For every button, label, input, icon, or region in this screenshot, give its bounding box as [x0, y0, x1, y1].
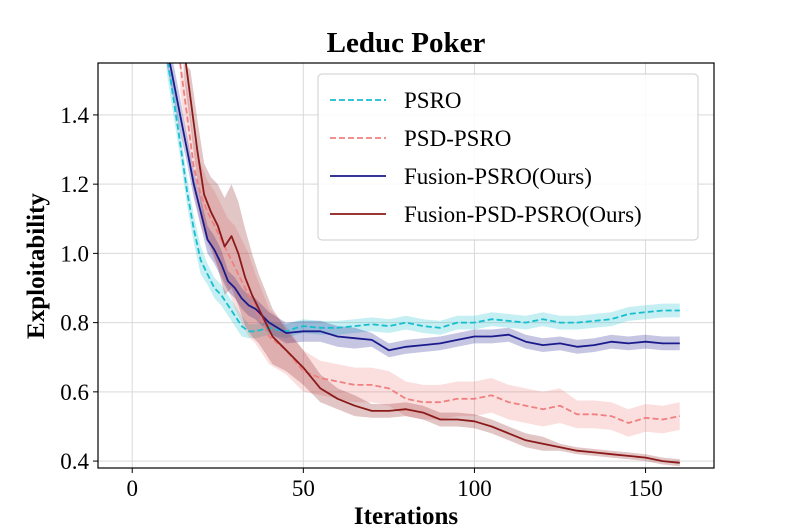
- series-line-fusion-psro-ours: [168, 63, 680, 352]
- legend-label: Fusion-PSRO(Ours): [404, 164, 592, 189]
- legend: PSRO PSD-PSRO Fusion-PSRO(Ours) Fusion-PSD-…: [317, 73, 699, 241]
- chart-title: Leduc Poker: [327, 27, 486, 59]
- x-tick-label: 50: [292, 476, 315, 501]
- x-axis-label: Iterations: [354, 503, 458, 529]
- legend-label: Fusion-PSD-PSRO(Ours): [404, 202, 642, 227]
- y-tick-label: 1.0: [60, 241, 89, 266]
- legend-label: PSRO: [404, 88, 462, 113]
- legend-label: PSD-PSRO: [404, 126, 511, 151]
- legend-box: [317, 73, 699, 241]
- x-tick-label: 150: [628, 476, 663, 501]
- y-tick-label: 1.2: [60, 172, 89, 197]
- y-axis-ticks: 0.4 0.6 0.8 1.0 1.2 1.4: [60, 103, 98, 474]
- y-tick-label: 1.4: [60, 103, 89, 128]
- x-axis-ticks: 0 50 100 150: [126, 468, 663, 501]
- band-fusion-psd-psro-ours: [183, 63, 680, 467]
- band-psro: [166, 63, 680, 339]
- y-tick-label: 0.6: [60, 380, 89, 405]
- plot-frame: [97, 62, 715, 469]
- x-tick-label: 0: [126, 476, 138, 501]
- confidence-bands: [166, 63, 680, 467]
- series-line-fusion-psd-psro-ours: [184, 63, 680, 464]
- y-tick-label: 0.8: [60, 311, 89, 336]
- series-lines: [167, 63, 680, 464]
- y-tick-label: 0.4: [60, 449, 89, 474]
- y-axis-label: Exploitability: [23, 193, 50, 339]
- x-tick-label: 100: [457, 476, 492, 501]
- series-line-psro: [167, 63, 680, 333]
